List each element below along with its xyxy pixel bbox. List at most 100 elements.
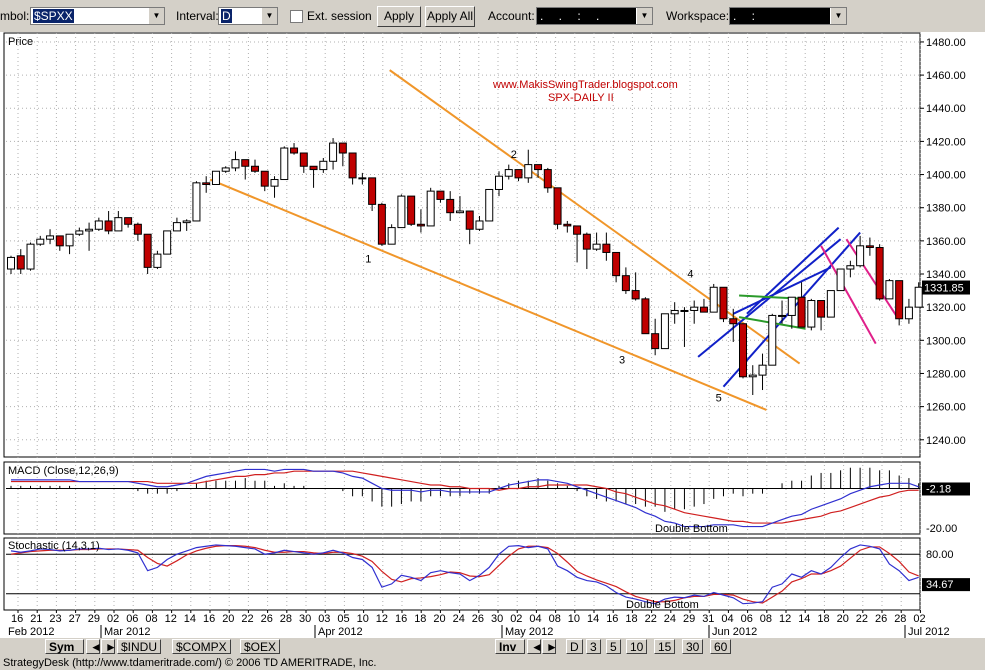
ext-session-label: Ext. session	[307, 9, 372, 23]
x-tick-label: 22	[241, 613, 253, 625]
candle-body	[719, 286, 728, 320]
candle-body	[817, 300, 826, 318]
candle-body	[543, 169, 552, 189]
candle-body	[495, 175, 503, 190]
candle-body	[280, 147, 289, 181]
x-tick-label: 20	[837, 613, 849, 625]
y-tick-label: 1240.00	[926, 435, 966, 447]
candle-body	[680, 309, 689, 312]
scroll-right-icon[interactable]: ►	[542, 639, 558, 654]
x-tick-label: 30	[299, 613, 311, 625]
candle-body	[475, 220, 484, 230]
macd-value-label: -2.18	[926, 483, 951, 495]
x-tick-label: 31	[702, 613, 714, 625]
candle-body	[143, 233, 152, 268]
candle-body	[46, 235, 55, 240]
account-label: Account:	[488, 9, 535, 23]
workspace-label: Workspace:	[666, 9, 730, 23]
candle-body	[124, 217, 133, 225]
candle-body	[55, 235, 64, 247]
candle-body	[260, 170, 269, 187]
interval-value: D	[221, 9, 232, 23]
account-combo[interactable]: . . : . ▼	[536, 7, 653, 25]
candle-body	[690, 306, 699, 311]
stochastic-k-line	[10, 544, 919, 605]
account-value: . . : .	[540, 9, 606, 23]
candle-body	[221, 167, 230, 172]
y-tick-label: 1440.00	[926, 103, 966, 115]
interval-tab-5[interactable]: 5	[606, 639, 621, 654]
symbol-label: mbol:	[0, 9, 30, 23]
candle-body	[85, 228, 94, 232]
candle-body	[631, 290, 640, 300]
x-tick-label: 26	[472, 613, 484, 625]
chevron-down-icon[interactable]: ▼	[261, 8, 277, 24]
candle-body	[426, 190, 435, 227]
wave-label-4: 4	[687, 268, 693, 280]
candle-body	[709, 286, 718, 313]
interval-label: Interval:	[176, 9, 219, 23]
candle-body	[534, 164, 543, 171]
chevron-down-icon[interactable]: ▼	[148, 8, 164, 24]
interval-combo[interactable]: D ▼	[218, 7, 278, 25]
candle-body	[7, 256, 15, 270]
interval-tab-60[interactable]: 60	[710, 639, 732, 654]
x-tick-label: 16	[11, 613, 23, 625]
y-tick-label: 1380.00	[926, 203, 966, 215]
candle-body	[75, 230, 84, 235]
macd-panel	[3, 461, 921, 535]
y-tick-label: 1280.00	[926, 368, 966, 380]
symbol-tab-indu[interactable]: $INDU	[117, 639, 162, 654]
chevron-down-icon[interactable]: ▼	[636, 8, 652, 24]
symbol-tab-oex[interactable]: $OEX	[240, 639, 281, 654]
workspace-combo[interactable]: . : ▼	[729, 7, 847, 25]
symbol-combo[interactable]: $SPXX ▼	[30, 7, 165, 25]
y-tick-label: 1420.00	[926, 136, 966, 148]
scroll-right-icon[interactable]: ►	[101, 639, 117, 654]
x-tick-label: 18	[817, 613, 829, 625]
candle-body	[436, 190, 445, 200]
interval-tab-15[interactable]: 15	[654, 639, 676, 654]
x-tick-label: 12	[165, 613, 177, 625]
interval-tab-3[interactable]: 3	[586, 639, 601, 654]
stochastic-value-box	[922, 578, 970, 592]
candle-body	[455, 210, 464, 214]
candle-body	[26, 243, 35, 270]
candle-body	[582, 233, 591, 250]
scroll-left-icon[interactable]: ◄	[527, 639, 543, 654]
scroll-left-icon[interactable]: ◄	[86, 639, 102, 654]
apply-all-button[interactable]: Apply All	[425, 6, 475, 27]
candle-body	[885, 280, 894, 300]
sym-tab[interactable]: Sym	[45, 639, 84, 654]
chevron-down-icon[interactable]: ▼	[830, 8, 846, 24]
symbol-tab-compx[interactable]: $COMPX	[172, 639, 231, 654]
x-tick-label: 23	[49, 613, 61, 625]
wave-label-2: 2	[511, 149, 517, 161]
x-month-label: Feb 2012	[8, 626, 54, 638]
y-tick-label: 1320.00	[926, 302, 966, 314]
interval-tab-10[interactable]: 10	[626, 639, 648, 654]
candle-body	[329, 142, 338, 162]
candle-body	[397, 195, 406, 229]
x-tick-label: 14	[184, 613, 196, 625]
wave-label-5: 5	[716, 393, 722, 405]
interval-tab-30[interactable]: 30	[682, 639, 704, 654]
x-tick-label: 24	[664, 613, 676, 625]
candle-body	[485, 188, 494, 222]
chart-area[interactable]: 1240.00 1260.00 1280.00 1300.00 1320.00 1340.…	[0, 32, 985, 638]
x-tick-label: 06	[126, 613, 138, 625]
inv-tab[interactable]: Inv	[495, 639, 525, 654]
x-tick-label: 30	[491, 613, 503, 625]
candle-body	[202, 182, 211, 185]
x-tick-label: 02	[510, 613, 522, 625]
interval-tab-d[interactable]: D	[566, 639, 583, 654]
bottom-tab-bar: Sym ◄ ► $INDU $COMPX $OEX Inv ◄ ► D 3 5 …	[0, 638, 985, 656]
ext-session-checkbox[interactable]	[290, 10, 303, 23]
x-tick-label: 08	[760, 613, 772, 625]
last-price-box	[922, 280, 970, 295]
chart-canvas[interactable]: 1240.001260.001280.001300.001320.001340.…	[0, 32, 985, 638]
apply-button[interactable]: Apply	[377, 6, 421, 27]
x-month-label: Mar 2012	[104, 626, 150, 638]
x-tick-label: 28	[280, 613, 292, 625]
candle-body	[36, 238, 45, 245]
